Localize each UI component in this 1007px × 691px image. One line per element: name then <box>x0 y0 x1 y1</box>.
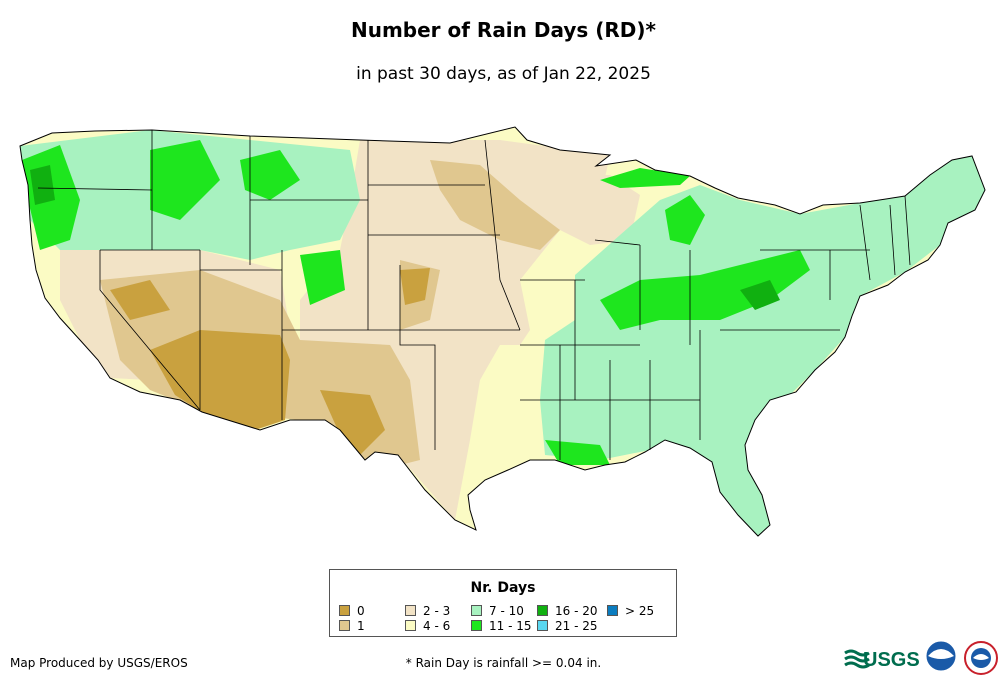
agency-logos: USGS <box>844 640 998 675</box>
zone-11-15-upper-michigan <box>600 168 690 188</box>
legend-label: 16 - 20 <box>555 604 598 618</box>
map-title: Number of Rain Days (RD)* <box>350 18 656 42</box>
noaa-logo <box>925 640 957 672</box>
rain-day-zones <box>20 130 985 536</box>
legend-label: 21 - 25 <box>555 619 598 633</box>
legend-swatch <box>471 605 482 616</box>
legend-title: Nr. Days <box>470 580 536 596</box>
zone-0-kansas <box>400 268 430 305</box>
zone-11-15-ohio-valley <box>600 250 810 330</box>
legend-swatch <box>537 605 548 616</box>
map-credit: Map Produced by USGS/EROS <box>10 656 188 670</box>
zone-11-15-idaho-montana <box>150 140 220 220</box>
legend-swatch <box>607 605 618 616</box>
legend-swatch <box>405 620 416 631</box>
legend: Nr. Days 0 1 2 - 3 4 - 6 7 - 10 11 - 15 … <box>329 569 677 637</box>
zone-16-20-appalachia <box>740 280 780 310</box>
zone-0-texas <box>320 390 385 455</box>
legend-label: 1 <box>357 619 365 633</box>
legend-label: 4 - 6 <box>423 619 451 633</box>
legend-swatch <box>339 605 350 616</box>
legend-label: 7 - 10 <box>489 604 524 618</box>
legend-label: 0 <box>357 604 365 618</box>
zone-0-nevada <box>110 280 170 320</box>
legend-label: 11 - 15 <box>489 619 532 633</box>
zone-0-arizona <box>150 330 290 430</box>
zone-16-20-washington <box>30 165 55 205</box>
legend-swatch <box>471 620 482 631</box>
usgs-logo: USGS <box>844 649 920 671</box>
footnote: * Rain Day is rainfall >= 0.04 in. <box>405 656 602 670</box>
legend-swatch <box>339 620 350 631</box>
zone-11-15-michigan <box>665 195 705 245</box>
zone-11-15-rockies <box>240 150 300 200</box>
zone-2-3-upper-midwest <box>555 175 640 245</box>
zone-11-15-gulf <box>545 440 610 465</box>
zone-11-15-colorado <box>300 250 345 305</box>
map-subtitle: in past 30 days, as of Jan 22, 2025 <box>356 64 651 84</box>
nws-logo <box>964 641 998 675</box>
zone-1-dakotas <box>430 160 560 250</box>
legend-label: 2 - 3 <box>423 604 451 618</box>
usgs-wordmark: USGS <box>863 649 920 671</box>
legend-label: > 25 <box>625 604 655 618</box>
legend-swatch <box>405 605 416 616</box>
zone-7-10-east <box>540 156 985 536</box>
state-boundaries <box>37 130 911 460</box>
legend-swatch <box>537 620 548 631</box>
